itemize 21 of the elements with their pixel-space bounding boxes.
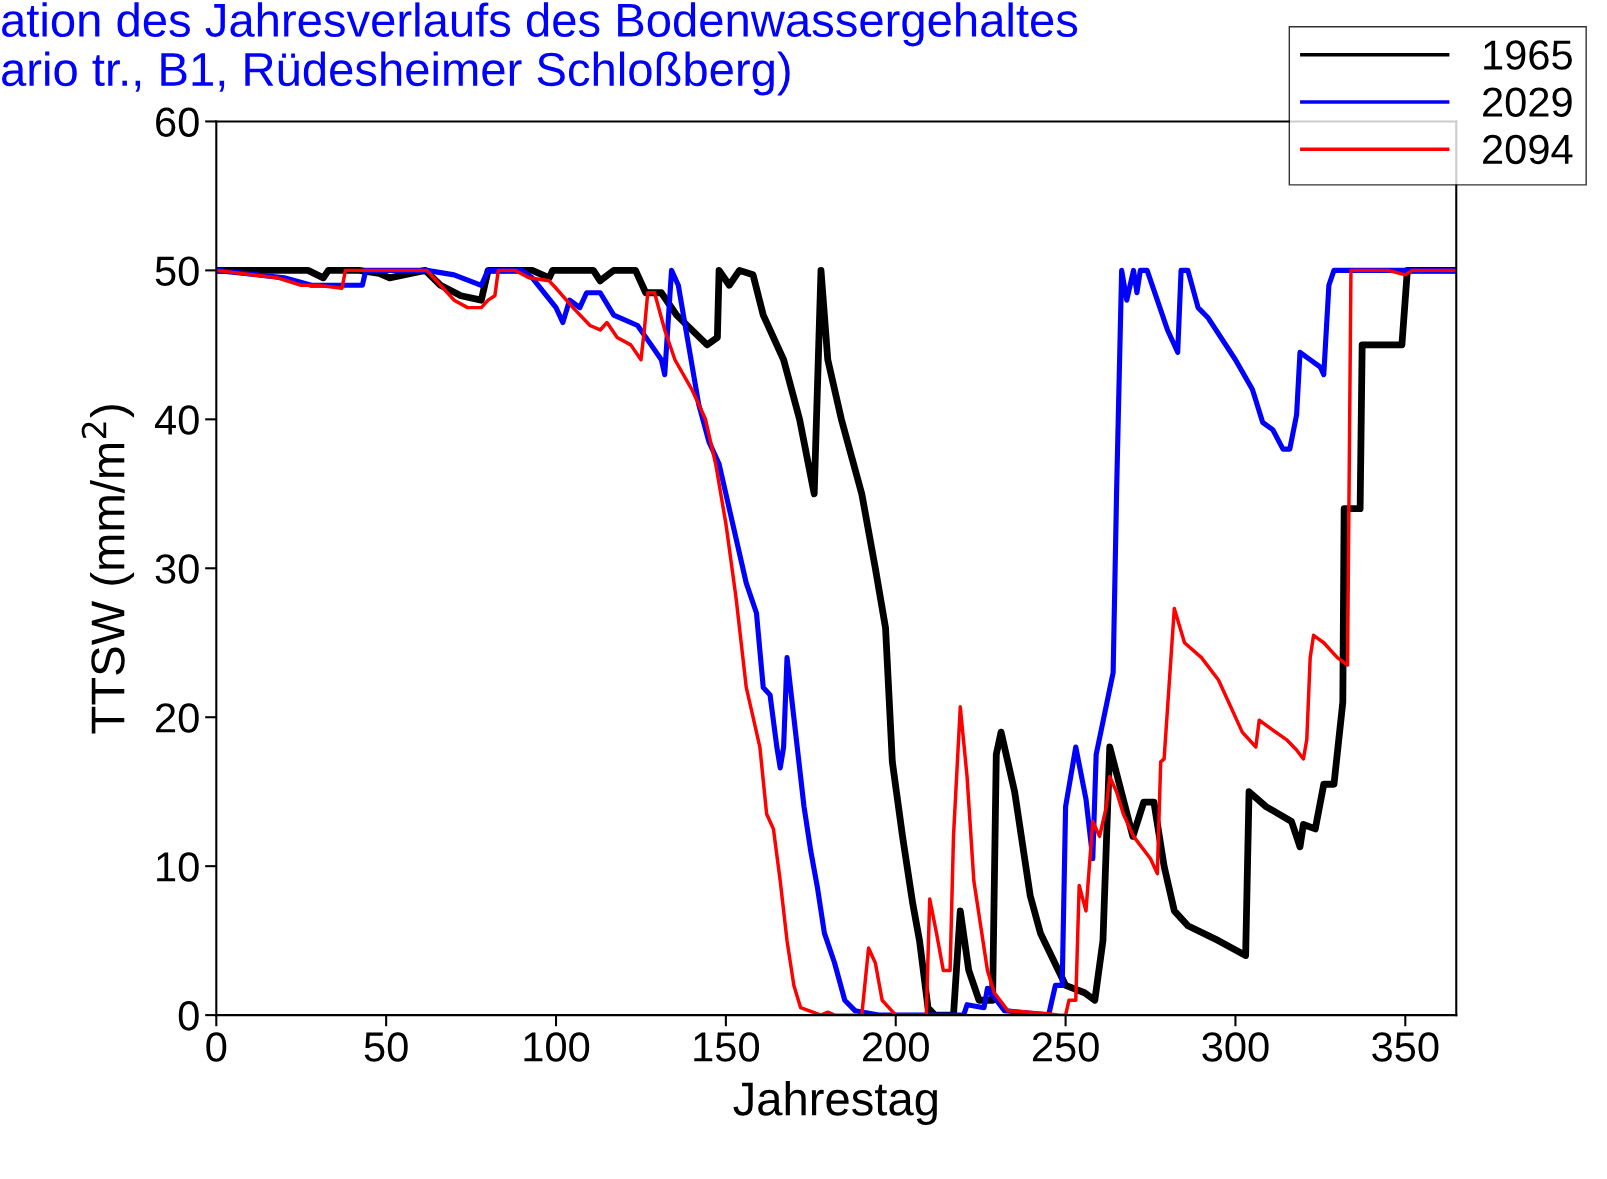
legend-label: 2029 [1483, 87, 1572, 118]
y-tick-label: 50 [155, 256, 199, 286]
y-axis-title: TTSW (mm/m$^{2}$) [81, 405, 135, 734]
y-tick-label: 30 [155, 554, 199, 584]
x-tick-label: 250 [1032, 1032, 1099, 1062]
x-tick-label: 150 [694, 1032, 760, 1062]
legend-label: 2094 [1483, 134, 1573, 165]
x-tick-label: 350 [1372, 1032, 1439, 1062]
x-tick-label: 0 [206, 1032, 227, 1062]
chart-title: ation des Jahresverlaufs des Bodenwassergehaltes ario tr., B1, Rüdesheimer Schloßberg) [2, 2, 1078, 96]
y-tick-label: 0 [178, 1001, 199, 1031]
x-tick-label: 50 [364, 1032, 408, 1062]
x-tick-label: 100 [524, 1032, 590, 1062]
y-tick-label: 40 [154, 405, 199, 435]
x-axis-title: Jahrestag [733, 1081, 937, 1126]
legend-label: 1965 [1484, 40, 1572, 70]
x-tick-label: 200 [863, 1032, 929, 1062]
y-tick-label: 10 [157, 852, 199, 882]
y-tick-label: 60 [156, 107, 199, 137]
x-tick-label: 300 [1202, 1032, 1269, 1062]
y-tick-label: 20 [156, 703, 199, 733]
